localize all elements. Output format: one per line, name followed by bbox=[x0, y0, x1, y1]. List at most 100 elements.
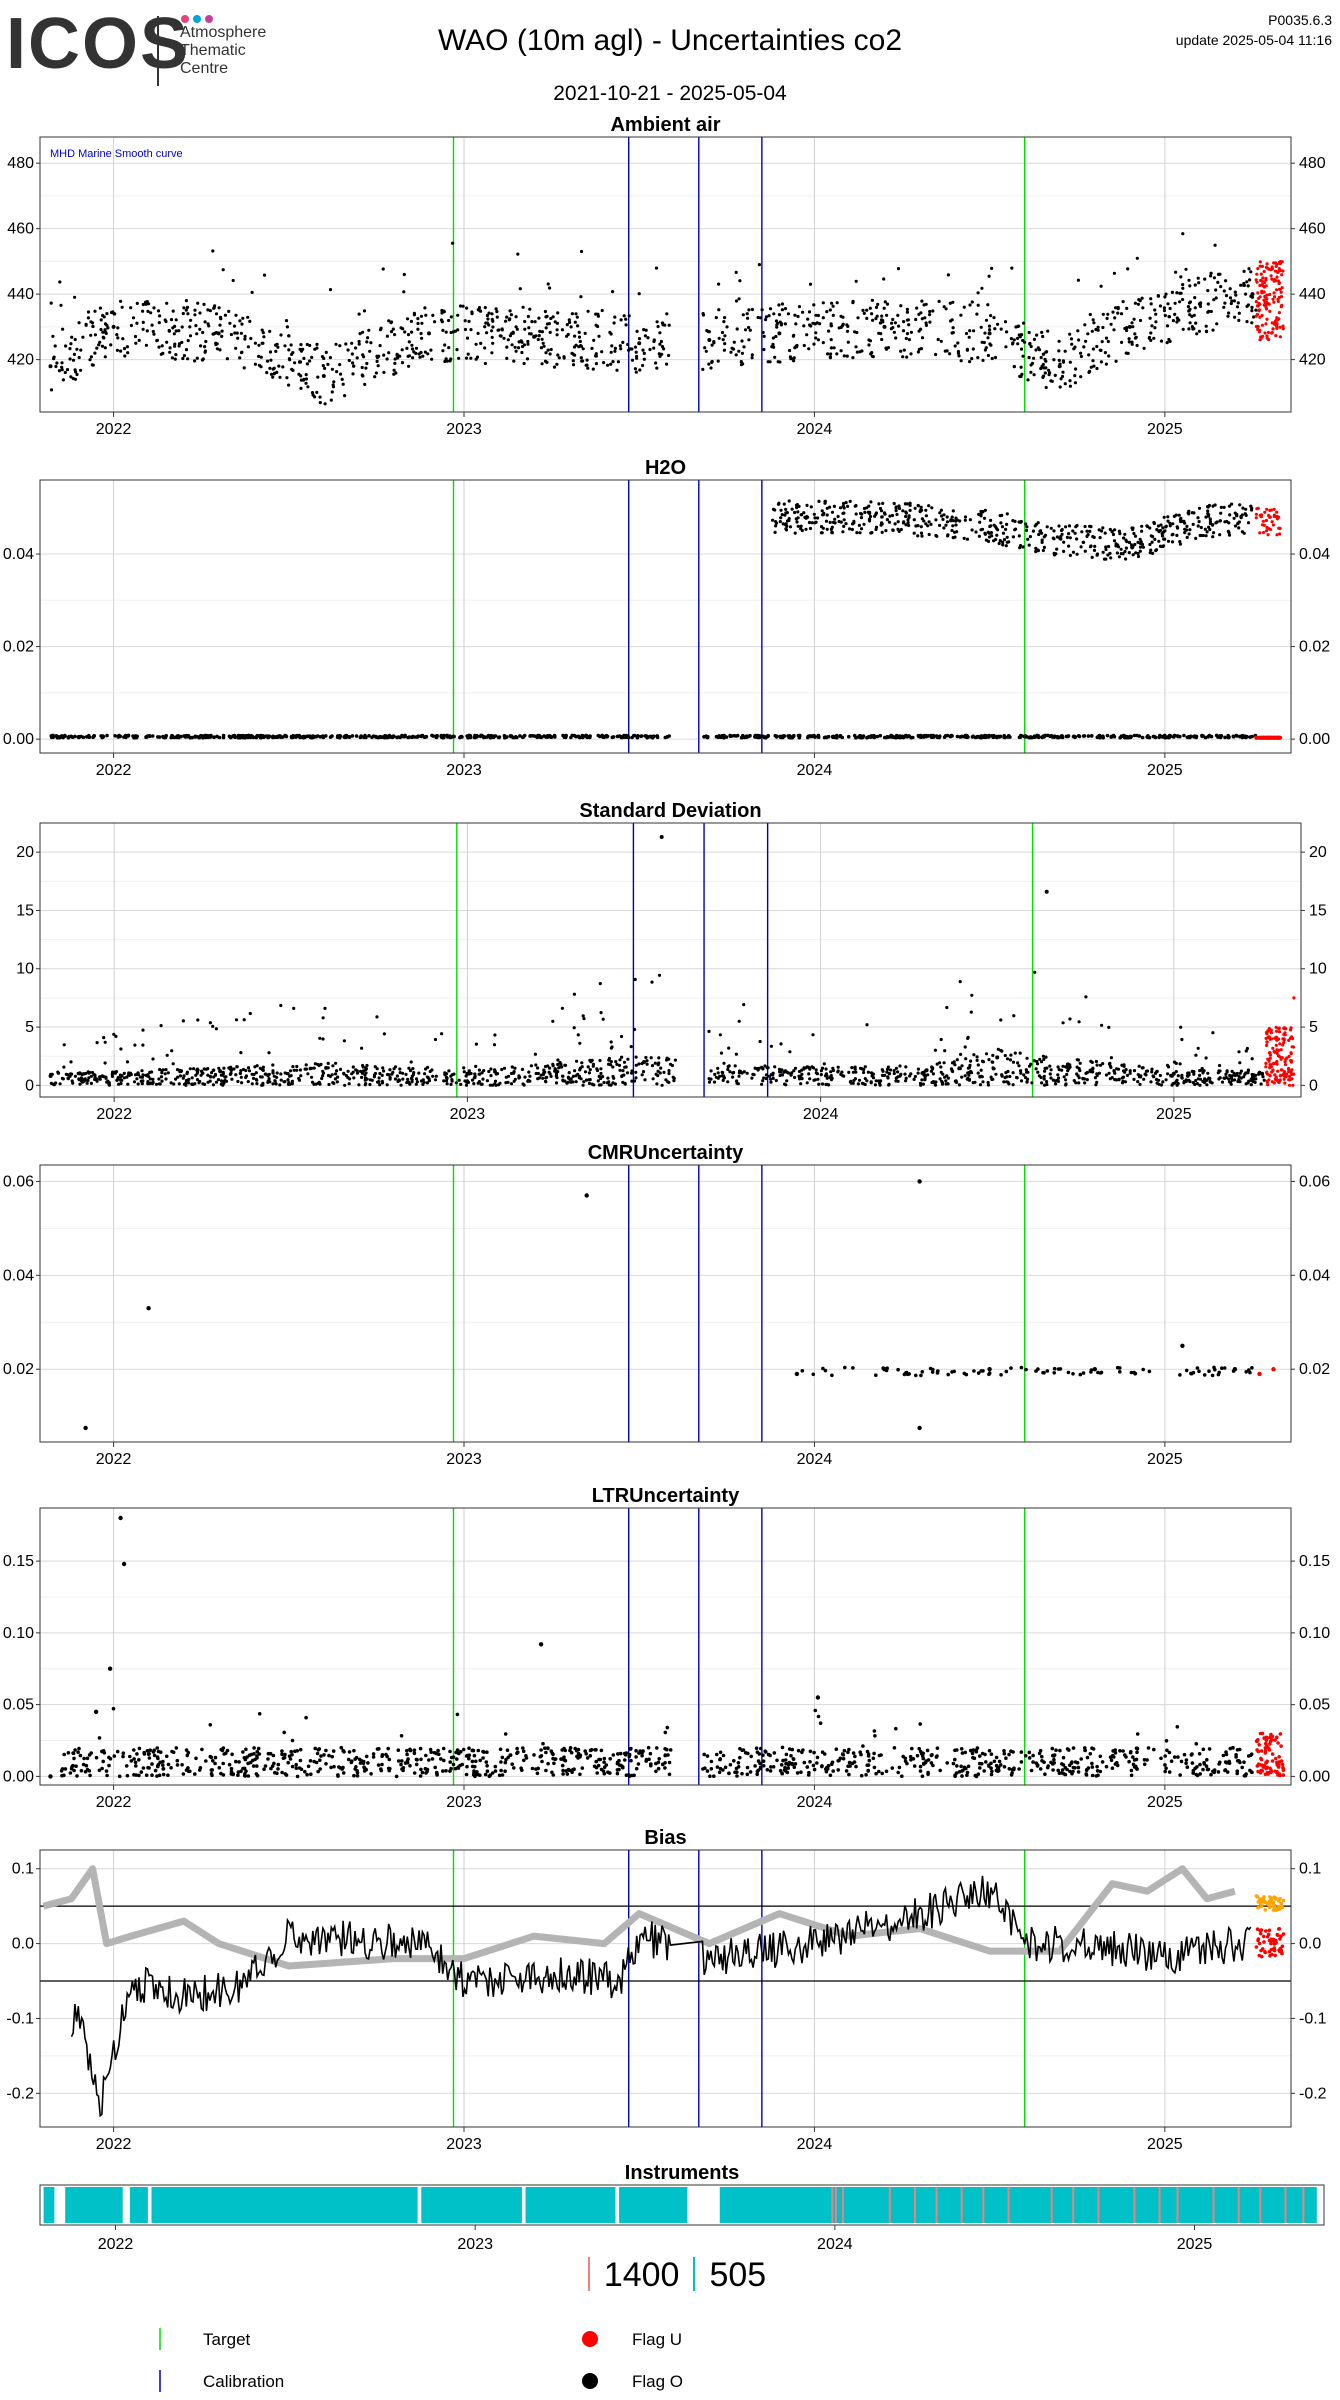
data-point bbox=[141, 1073, 145, 1077]
data-point bbox=[126, 351, 130, 355]
data-point bbox=[1274, 334, 1278, 338]
data-point bbox=[1256, 267, 1260, 271]
data-point bbox=[1096, 1370, 1100, 1375]
data-point bbox=[1192, 313, 1196, 317]
data-point bbox=[1196, 516, 1200, 520]
data-point bbox=[1182, 733, 1186, 738]
data-point bbox=[931, 309, 935, 313]
data-point bbox=[662, 1070, 666, 1074]
data-point bbox=[352, 1076, 356, 1080]
data-point bbox=[740, 351, 745, 355]
data-point bbox=[1138, 318, 1143, 323]
data-point bbox=[807, 1072, 811, 1076]
data-point bbox=[1123, 532, 1127, 536]
data-point bbox=[1235, 514, 1239, 518]
data-point bbox=[1052, 537, 1056, 541]
data-point bbox=[1067, 532, 1071, 536]
data-point bbox=[920, 336, 925, 340]
data-point bbox=[975, 312, 979, 316]
data-point bbox=[1029, 370, 1033, 374]
data-point bbox=[637, 337, 642, 341]
data-point bbox=[449, 1074, 453, 1078]
data-point bbox=[474, 1064, 478, 1068]
data-point bbox=[734, 270, 738, 274]
data-point bbox=[1265, 262, 1269, 266]
data-point bbox=[811, 1372, 816, 1377]
data-point bbox=[869, 500, 873, 504]
data-point bbox=[203, 320, 207, 324]
data-point bbox=[950, 1068, 954, 1073]
data-point bbox=[90, 321, 95, 325]
data-point bbox=[254, 1071, 258, 1075]
data-point bbox=[117, 1082, 121, 1086]
data-point bbox=[213, 1073, 218, 1077]
data-point bbox=[796, 314, 800, 319]
data-point bbox=[1025, 735, 1029, 739]
data-point bbox=[1136, 554, 1141, 559]
data-point bbox=[836, 1070, 840, 1074]
data-point bbox=[775, 734, 779, 739]
data-point bbox=[1209, 274, 1213, 278]
data-point bbox=[287, 348, 291, 352]
data-point bbox=[103, 1061, 107, 1065]
data-point bbox=[821, 1366, 825, 1371]
data-point bbox=[779, 508, 783, 512]
data-point bbox=[981, 358, 985, 362]
plot-frame bbox=[39, 1164, 1292, 1443]
data-point bbox=[1049, 1068, 1053, 1072]
data-point bbox=[1154, 549, 1158, 553]
data-point bbox=[1278, 325, 1282, 329]
data-point bbox=[996, 1047, 1000, 1051]
data-point bbox=[773, 1065, 777, 1069]
data-point bbox=[816, 1077, 820, 1081]
data-point bbox=[208, 1079, 212, 1083]
data-point bbox=[149, 311, 153, 315]
data-point bbox=[854, 512, 858, 516]
data-point bbox=[99, 318, 103, 322]
data-point bbox=[630, 358, 635, 362]
data-point bbox=[899, 527, 903, 532]
data-point bbox=[1194, 1079, 1198, 1083]
data-point bbox=[1283, 1081, 1287, 1085]
data-point bbox=[295, 1064, 299, 1069]
data-point bbox=[1245, 320, 1249, 324]
data-point bbox=[51, 735, 55, 739]
data-point bbox=[1273, 269, 1278, 273]
data-point bbox=[286, 1082, 291, 1086]
data-point bbox=[1111, 532, 1116, 537]
data-point bbox=[103, 346, 107, 350]
data-point bbox=[924, 514, 929, 518]
data-point bbox=[292, 1068, 296, 1072]
data-point bbox=[476, 308, 480, 312]
data-point bbox=[1284, 1063, 1288, 1067]
data-point bbox=[1083, 323, 1087, 327]
data-point bbox=[967, 1071, 971, 1075]
data-point bbox=[655, 366, 659, 370]
data-point bbox=[1158, 304, 1163, 308]
data-point bbox=[186, 357, 190, 361]
data-point bbox=[1083, 549, 1087, 553]
data-point bbox=[931, 733, 936, 738]
data-point bbox=[919, 531, 924, 535]
data-point bbox=[1273, 1036, 1277, 1040]
data-point bbox=[1024, 1076, 1028, 1080]
data-point bbox=[122, 1071, 126, 1075]
data-point bbox=[1126, 351, 1130, 355]
data-point bbox=[847, 1070, 851, 1074]
data-points bbox=[49, 499, 1283, 740]
data-point bbox=[1130, 526, 1134, 530]
data-point bbox=[718, 735, 723, 739]
data-point bbox=[287, 357, 291, 361]
data-point bbox=[402, 272, 406, 277]
data-point bbox=[313, 347, 317, 351]
data-point bbox=[884, 1368, 889, 1373]
data-point bbox=[184, 1081, 188, 1085]
data-point bbox=[162, 735, 167, 740]
data-point bbox=[1225, 1069, 1229, 1073]
data-point bbox=[350, 734, 355, 738]
data-point bbox=[76, 1071, 80, 1076]
data-point bbox=[495, 315, 499, 319]
data-point bbox=[1258, 260, 1262, 264]
data-point bbox=[738, 279, 742, 283]
data-point bbox=[1271, 297, 1275, 301]
